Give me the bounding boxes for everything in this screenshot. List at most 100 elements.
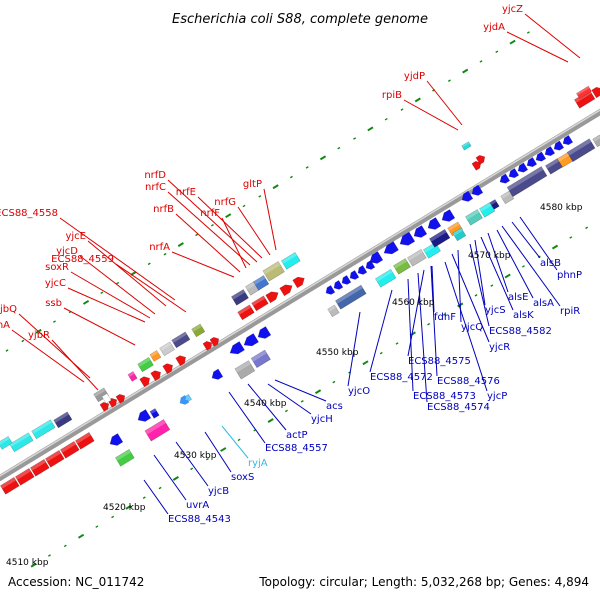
tick-mark: [400, 108, 404, 111]
tick-mark: [319, 155, 327, 161]
leader-line: [87, 240, 167, 307]
tick-mark: [272, 184, 279, 190]
gene-box: [576, 85, 592, 99]
gene-arrow: [357, 265, 368, 275]
forward-gene: [0, 477, 20, 495]
forward-gene: [75, 432, 95, 450]
leader-line: [444, 261, 488, 392]
tick-mark: [521, 265, 525, 268]
tick-mark: [474, 294, 478, 297]
gene-arrow: [209, 337, 220, 347]
tick-mark: [490, 284, 494, 287]
gene-label: ECS88_4543: [168, 514, 231, 525]
leader-line: [417, 272, 428, 403]
tick-mark: [447, 79, 451, 82]
kbp-label: 4540 kbp: [244, 399, 287, 409]
leader-line: [407, 278, 414, 392]
kbp-labels: 4510 kbp 4520 kbp 4530 kbp 4540 kbp 4550 kbp…: [6, 203, 583, 568]
gene-box: [479, 202, 496, 218]
tick-mark: [427, 322, 431, 326]
leader-line: [171, 251, 235, 278]
gene-arrow: [179, 395, 190, 405]
leader-line: [524, 13, 581, 59]
leader-line: [59, 217, 176, 301]
gene-arrow: [99, 402, 110, 412]
gene-box: [9, 432, 34, 453]
gene-label: yjcH: [311, 414, 333, 425]
kbp-label: 4570 kbp: [468, 251, 511, 261]
leader-line: [221, 425, 249, 459]
tick-mark: [177, 242, 184, 247]
leader-line: [426, 80, 463, 126]
tick-mark: [332, 380, 336, 384]
leader-line: [221, 217, 247, 269]
tick-mark: [569, 236, 573, 239]
kbp-label: 4530 kbp: [174, 451, 217, 461]
gene-arrow: [175, 355, 186, 367]
tick-mark: [163, 252, 167, 256]
leader-line: [11, 329, 85, 383]
tick-mark: [526, 31, 530, 34]
leader-line: [451, 253, 490, 343]
leader-line: [143, 479, 169, 515]
gene-box: [335, 284, 367, 310]
gene-arrow: [184, 393, 193, 402]
gene-label: yjcB: [208, 486, 229, 497]
leader-line: [51, 339, 99, 391]
gene-arrow: [109, 433, 124, 446]
gene-label: ECS88_4573: [413, 391, 476, 402]
leader-line: [501, 225, 561, 307]
tick-mark: [367, 126, 374, 132]
gene-label: soxS: [231, 472, 254, 483]
leader-line: [403, 99, 459, 131]
tick-mark: [190, 467, 194, 471]
gene-box: [0, 435, 13, 450]
tick-mark: [300, 400, 304, 403]
tick-mark: [116, 281, 120, 285]
gene-box: [327, 304, 340, 318]
gene-arrow: [499, 173, 511, 184]
gene-label: ECS88_4574: [427, 402, 490, 413]
gene-box: [262, 261, 285, 282]
leader-line: [79, 255, 156, 315]
leader-line: [511, 221, 541, 259]
gene-label: yjcP: [487, 391, 507, 402]
gene-box: [429, 229, 451, 248]
gene-arrow: [349, 270, 360, 280]
tick-mark: [242, 204, 246, 208]
gene-arrow: [333, 280, 344, 290]
gene-box: [566, 138, 596, 163]
gene-box: [115, 449, 135, 467]
gene-label: ECS88_4582: [489, 326, 552, 337]
gene-box: [93, 387, 109, 403]
gene-label: yjbQ: [0, 304, 17, 315]
gene-label: alsA: [533, 298, 554, 309]
tick-mark: [82, 299, 90, 305]
forward-gene: [30, 459, 50, 477]
gene-label: aphA: [0, 320, 10, 331]
tick-mark: [30, 562, 37, 568]
gene-box: [461, 141, 472, 151]
tick-mark: [77, 533, 85, 539]
tick-mark: [284, 409, 288, 413]
gene-arrow: [265, 291, 279, 304]
tick-mark: [337, 146, 341, 150]
gene-box: [234, 360, 256, 380]
gene-label: nrfC: [145, 182, 166, 193]
gene-label: alsK: [513, 310, 534, 321]
gene-arrow: [257, 326, 272, 339]
leader-line: [167, 191, 251, 266]
tick-mark: [384, 117, 388, 121]
leader-line: [274, 379, 327, 402]
gene-arrow: [427, 217, 442, 230]
kbp-label: 4550 kbp: [316, 348, 359, 358]
gene-arrow: [475, 155, 486, 165]
gene-label: yjcC: [45, 278, 66, 289]
leader-line: [469, 243, 490, 327]
leader-line: [167, 179, 258, 263]
gene-label: rpiR: [560, 306, 580, 317]
gene-label: nrfA: [149, 242, 170, 253]
gene-label: uvrA: [186, 500, 209, 511]
tick-mark: [225, 213, 232, 219]
leader-line: [487, 232, 509, 293]
